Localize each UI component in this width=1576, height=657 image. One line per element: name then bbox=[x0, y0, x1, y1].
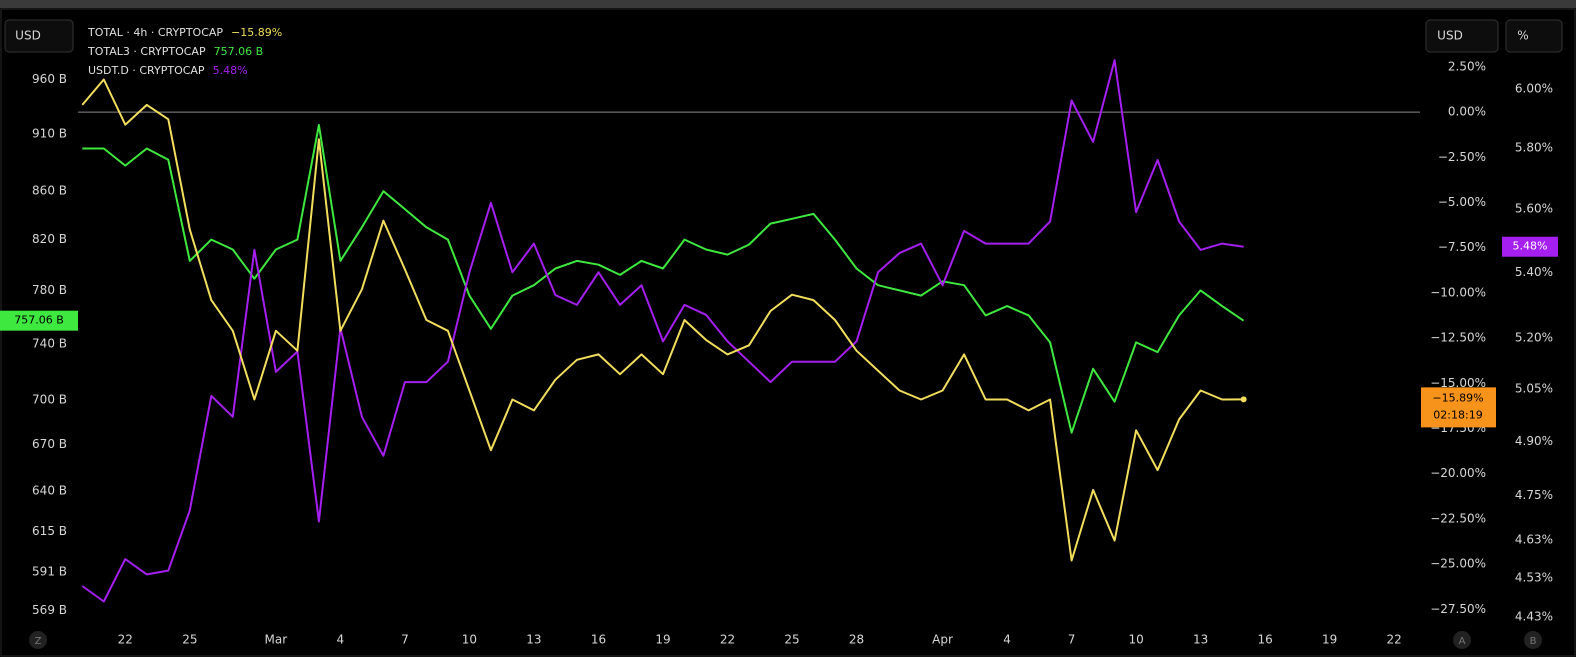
price-label-box bbox=[1421, 387, 1496, 428]
x-tick-label: 22 bbox=[118, 633, 133, 647]
corner-button[interactable] bbox=[29, 631, 47, 649]
button-label: B bbox=[1530, 636, 1537, 647]
series-line bbox=[81, 59, 1244, 603]
y-tick-label: 640 B bbox=[32, 484, 67, 498]
y2-tick-label: −10.00% bbox=[1430, 285, 1486, 299]
x-tick-label: 19 bbox=[655, 633, 670, 647]
y2-tick-label: −25.00% bbox=[1430, 557, 1486, 571]
y3-tick-label: 5.40% bbox=[1515, 265, 1553, 279]
price-label: 5.48% bbox=[1513, 240, 1548, 253]
y2-tick-label: −20.00% bbox=[1430, 466, 1486, 480]
button-label: Z bbox=[35, 636, 42, 647]
button-label: USD bbox=[1437, 29, 1463, 43]
x-tick-label: Mar bbox=[265, 633, 288, 647]
y3-tick-label: 5.80% bbox=[1515, 140, 1553, 154]
series-line bbox=[82, 124, 1245, 434]
y-tick-label: 780 B bbox=[32, 283, 67, 297]
y2-tick-label: 2.50% bbox=[1448, 59, 1486, 73]
button-label: USD bbox=[15, 29, 41, 43]
percent-button[interactable] bbox=[1505, 19, 1563, 53]
x-tick-label: 13 bbox=[1193, 633, 1208, 647]
last-point bbox=[1240, 396, 1247, 403]
y2-tick-label: −7.50% bbox=[1438, 240, 1486, 254]
y3-tick-label: 4.53% bbox=[1515, 571, 1553, 585]
auto-button[interactable] bbox=[1524, 631, 1542, 649]
y2-tick-label: −2.50% bbox=[1438, 150, 1486, 164]
y-tick-label: 960 B bbox=[32, 72, 67, 86]
y3-tick-label: 4.43% bbox=[1515, 610, 1553, 624]
x-tick-label: 7 bbox=[401, 633, 409, 647]
top-strip bbox=[0, 0, 1576, 8]
legend-value: 757.06 B bbox=[214, 45, 264, 58]
button-label: % bbox=[1517, 29, 1528, 43]
x-tick-label: 4 bbox=[337, 633, 345, 647]
x-tick-label: 22 bbox=[720, 633, 735, 647]
price-label-box bbox=[0, 310, 78, 331]
x-tick-label: 19 bbox=[1322, 633, 1337, 647]
y2-tick-label: −15.00% bbox=[1430, 376, 1486, 390]
y3-tick-label: 6.00% bbox=[1515, 81, 1553, 95]
x-tick-label: 25 bbox=[784, 633, 799, 647]
y-tick-label: 700 B bbox=[32, 393, 67, 407]
y2-tick-label: −5.00% bbox=[1438, 195, 1486, 209]
y2-tick-label: 0.00% bbox=[1448, 105, 1486, 119]
x-tick-label: 22 bbox=[1387, 633, 1402, 647]
series-line bbox=[81, 78, 1244, 562]
currency-button[interactable] bbox=[1425, 19, 1499, 53]
y-tick-label: 615 B bbox=[32, 524, 67, 538]
y3-tick-label: 5.20% bbox=[1515, 331, 1553, 345]
y3-tick-label: 4.63% bbox=[1515, 533, 1553, 547]
y3-tick-label: 5.05% bbox=[1515, 382, 1553, 396]
y2-tick-label: −27.50% bbox=[1430, 602, 1486, 616]
y-tick-label: 569 B bbox=[32, 603, 67, 617]
legend-value: 5.48% bbox=[213, 64, 248, 77]
x-tick-label: Apr bbox=[932, 633, 953, 647]
y-tick-label: 591 B bbox=[32, 565, 67, 579]
y2-tick-label: −12.50% bbox=[1430, 331, 1486, 345]
y-tick-label: 740 B bbox=[32, 336, 67, 350]
y3-tick-label: 5.60% bbox=[1515, 202, 1553, 216]
price-label: 757.06 B bbox=[14, 314, 64, 327]
x-tick-label: 25 bbox=[182, 633, 197, 647]
x-tick-label: 16 bbox=[1258, 633, 1273, 647]
legend-value: −15.89% bbox=[231, 26, 282, 39]
x-tick-label: 16 bbox=[591, 633, 606, 647]
x-tick-label: 13 bbox=[526, 633, 541, 647]
y-tick-label: 910 B bbox=[32, 126, 67, 140]
legend-name: TOTAL3 · CRYPTOCAP bbox=[87, 45, 206, 58]
x-tick-label: 28 bbox=[849, 633, 864, 647]
auto-button[interactable] bbox=[1453, 631, 1471, 649]
price-label-box bbox=[1502, 236, 1558, 257]
chart-frame bbox=[0, 8, 1576, 657]
y2-tick-label: −22.50% bbox=[1430, 511, 1486, 525]
x-tick-label: 4 bbox=[1003, 633, 1011, 647]
y3-tick-label: 4.75% bbox=[1515, 488, 1553, 502]
y-tick-label: 860 B bbox=[32, 184, 67, 198]
y-tick-label: 820 B bbox=[32, 232, 67, 246]
price-label: −15.89% bbox=[1432, 391, 1483, 404]
legend-name: TOTAL · 4h · CRYPTOCAP bbox=[87, 26, 223, 39]
y3-tick-label: 4.90% bbox=[1515, 434, 1553, 448]
countdown: 02:18:19 bbox=[1433, 408, 1482, 421]
legend-name: USDT.D · CRYPTOCAP bbox=[88, 64, 205, 77]
button-label: A bbox=[1459, 636, 1466, 647]
x-tick-label: 10 bbox=[1128, 633, 1143, 647]
x-tick-label: 7 bbox=[1068, 633, 1076, 647]
x-tick-label: 10 bbox=[462, 633, 477, 647]
y-tick-label: 670 B bbox=[32, 437, 67, 451]
currency-button[interactable] bbox=[4, 19, 74, 53]
